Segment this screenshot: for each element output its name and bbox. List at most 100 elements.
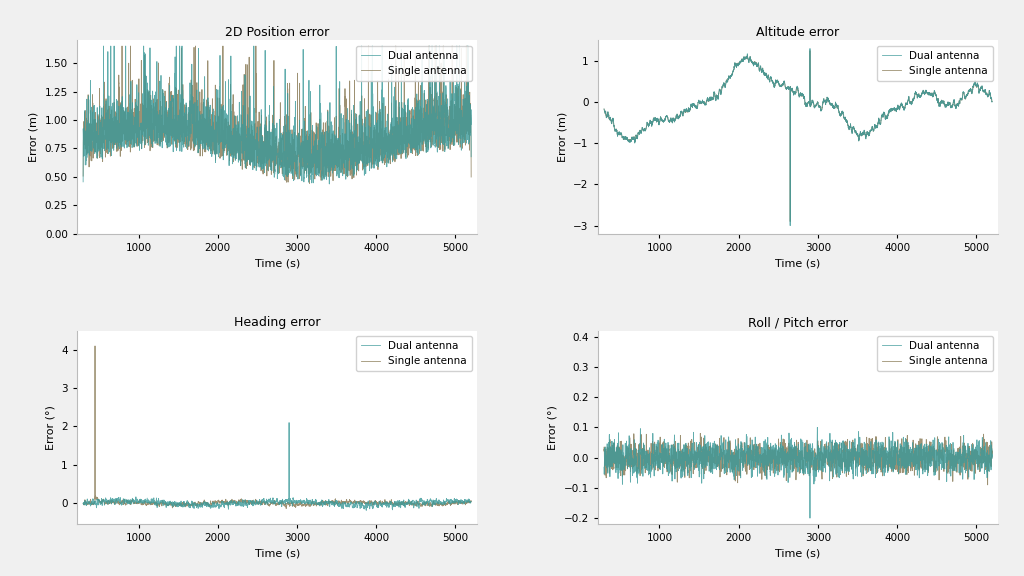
Single antenna (961, 92, 973, 98)
Single antenna (293, 502, 305, 509)
Line: Single antenna: Single antenna (604, 51, 992, 222)
Single antenna (303, 180, 315, 187)
X-axis label: Time (s): Time (s) (255, 259, 300, 268)
Y-axis label: Error (m): Error (m) (558, 112, 567, 162)
Title: Altitude error: Altitude error (757, 26, 840, 39)
Dual antenna (77, 500, 89, 507)
Single antenna (326, 139, 338, 146)
Single antenna (465, 498, 477, 505)
Dual antenna (814, 448, 826, 455)
Y-axis label: Error (°): Error (°) (548, 405, 558, 450)
Dual antenna (762, 75, 774, 82)
Dual antenna (241, 499, 253, 506)
Dual antenna (986, 98, 998, 105)
Legend: Dual antenna, Single antenna: Dual antenna, Single antenna (878, 336, 993, 372)
Single antenna (89, 343, 101, 350)
Dual antenna (961, 92, 973, 98)
Dual antenna (407, 498, 419, 505)
Dual antenna (283, 419, 295, 426)
Single antenna (407, 137, 419, 144)
Dual antenna (984, 452, 996, 459)
Line: Dual antenna: Dual antenna (604, 427, 992, 518)
Dual antenna (814, 103, 826, 110)
Line: Single antenna: Single antenna (83, 346, 471, 509)
Single antenna (463, 147, 475, 154)
Dual antenna (97, 43, 110, 50)
X-axis label: Time (s): Time (s) (775, 259, 820, 268)
Single antenna (984, 457, 996, 464)
Single antenna (241, 138, 253, 145)
Dual antenna (293, 498, 305, 505)
Dual antenna (293, 145, 305, 151)
Single antenna (814, 103, 826, 110)
Single antenna (814, 456, 826, 463)
Single antenna (463, 498, 475, 505)
Single antenna (981, 482, 993, 488)
Y-axis label: Error (m): Error (m) (29, 112, 39, 162)
Single antenna (804, 47, 816, 54)
Dual antenna (928, 448, 940, 455)
Single antenna (326, 498, 338, 505)
X-axis label: Time (s): Time (s) (255, 549, 300, 559)
Dual antenna (324, 180, 336, 187)
Dual antenna (77, 179, 89, 185)
Single antenna (762, 456, 774, 463)
Dual antenna (439, 500, 452, 507)
Single antenna (846, 453, 858, 460)
Legend: Dual antenna, Single antenna: Dual antenna, Single antenna (878, 46, 993, 81)
Single antenna (984, 90, 996, 97)
Dual antenna (463, 99, 475, 106)
Single antenna (77, 500, 89, 507)
Dual antenna (465, 498, 477, 505)
Line: Single antenna: Single antenna (604, 433, 992, 485)
Legend: Dual antenna, Single antenna: Dual antenna, Single antenna (356, 336, 472, 372)
Line: Dual antenna: Dual antenna (83, 423, 471, 510)
Dual antenna (326, 162, 338, 169)
Single antenna (986, 98, 998, 105)
Single antenna (598, 446, 610, 453)
Dual antenna (598, 105, 610, 112)
Y-axis label: Error (°): Error (°) (46, 405, 55, 450)
Dual antenna (762, 452, 774, 459)
Title: 2D Position error: 2D Position error (225, 26, 330, 39)
Dual antenna (465, 153, 477, 160)
Dual antenna (961, 457, 973, 464)
Single antenna (986, 454, 998, 461)
Dual antenna (846, 126, 858, 133)
Dual antenna (407, 122, 419, 128)
Dual antenna (598, 464, 610, 471)
Single antenna (961, 458, 973, 465)
Single antenna (694, 430, 707, 437)
Dual antenna (360, 507, 373, 514)
Dual antenna (811, 424, 823, 431)
Dual antenna (986, 453, 998, 460)
Dual antenna (984, 89, 996, 96)
Title: Roll / Pitch error: Roll / Pitch error (749, 316, 848, 329)
Dual antenna (241, 150, 253, 157)
Single antenna (77, 173, 89, 180)
Title: Heading error: Heading error (233, 316, 321, 329)
Dual antenna (804, 45, 816, 52)
Dual antenna (326, 500, 338, 507)
Dual antenna (784, 222, 797, 229)
Single antenna (439, 501, 452, 507)
Single antenna (293, 175, 305, 182)
Single antenna (762, 75, 774, 82)
Legend: Dual antenna, Single antenna: Dual antenna, Single antenna (356, 46, 472, 81)
Single antenna (928, 460, 940, 467)
Dual antenna (439, 82, 452, 89)
Single antenna (598, 105, 610, 112)
Single antenna (407, 501, 419, 507)
Line: Dual antenna: Dual antenna (604, 48, 992, 226)
Single antenna (241, 499, 253, 506)
Single antenna (439, 117, 452, 124)
Line: Single antenna: Single antenna (83, 46, 471, 183)
Dual antenna (463, 497, 475, 504)
Single antenna (465, 173, 477, 180)
Single antenna (116, 43, 128, 50)
Dual antenna (846, 470, 858, 477)
Single antenna (846, 126, 858, 133)
Line: Dual antenna: Dual antenna (83, 46, 471, 184)
Single antenna (280, 505, 292, 512)
X-axis label: Time (s): Time (s) (775, 549, 820, 559)
